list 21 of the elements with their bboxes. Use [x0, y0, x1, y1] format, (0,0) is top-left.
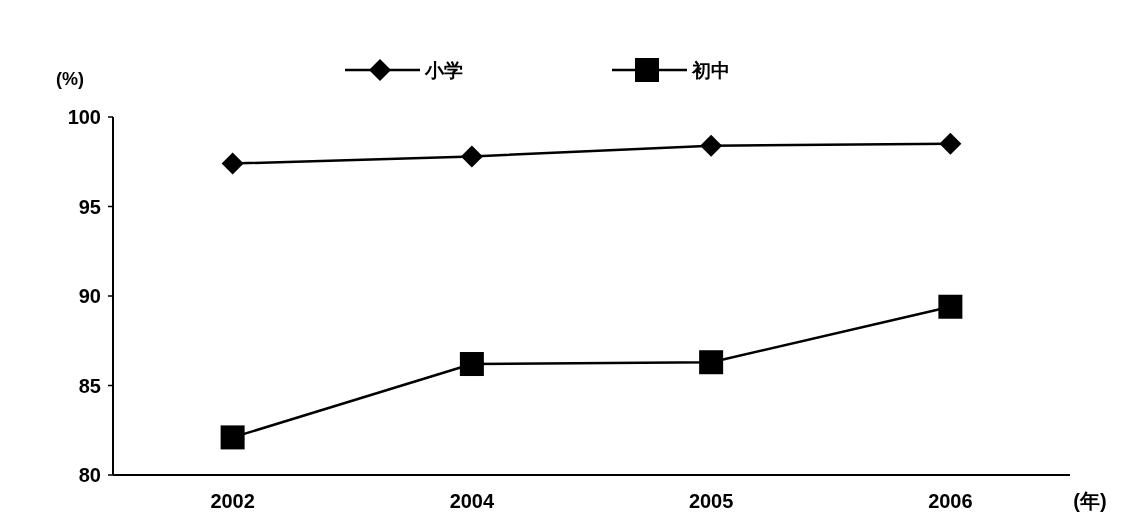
point	[220, 425, 245, 450]
x-tick-label: 2005	[688, 490, 734, 512]
y-tick-label: 95	[78, 195, 101, 218]
point	[221, 152, 244, 175]
point	[699, 350, 724, 375]
point	[939, 132, 962, 155]
y-tick-label: 90	[78, 285, 101, 307]
legend-label: 初中	[691, 60, 730, 81]
legend-label: 小学	[424, 60, 463, 81]
y-tick-label: 85	[78, 374, 101, 397]
point	[460, 145, 483, 168]
point	[938, 294, 963, 319]
y-axis-title: (%)	[56, 69, 84, 89]
point	[700, 134, 723, 157]
x-axis-title: (年)	[1073, 490, 1107, 512]
y-tick-label: 80	[78, 464, 101, 486]
point	[459, 352, 484, 377]
x-tick-label: 2004	[449, 490, 495, 512]
x-tick-label: 2006	[928, 490, 973, 512]
y-tick-label: 100	[67, 106, 101, 128]
x-tick-label: 2002	[210, 490, 255, 512]
